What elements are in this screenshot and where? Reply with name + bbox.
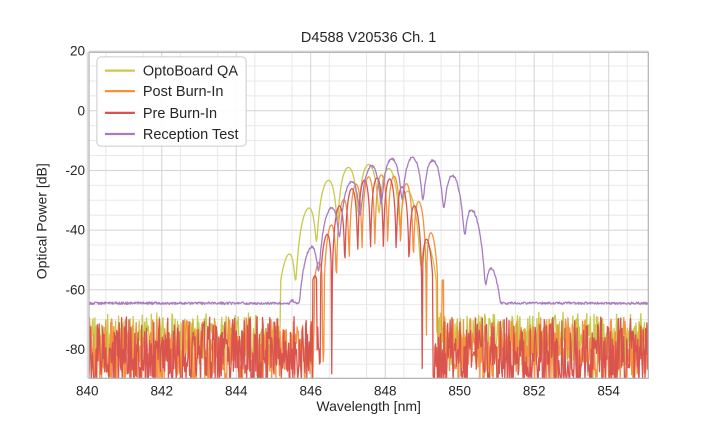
svg-text:D4588 V20536 Ch. 1: D4588 V20536 Ch. 1 xyxy=(301,30,436,46)
svg-text:840: 840 xyxy=(76,383,99,398)
svg-text:848: 848 xyxy=(374,383,397,398)
svg-text:852: 852 xyxy=(523,383,546,398)
svg-text:844: 844 xyxy=(225,383,248,398)
svg-text:-80: -80 xyxy=(65,342,85,357)
svg-text:OptoBoard QA: OptoBoard QA xyxy=(143,64,238,80)
svg-text:850: 850 xyxy=(448,383,471,398)
svg-text:Wavelength [nm]: Wavelength [nm] xyxy=(316,398,421,414)
svg-text:-40: -40 xyxy=(65,223,85,238)
svg-text:Optical Power [dB]: Optical Power [dB] xyxy=(34,163,50,279)
svg-text:-20: -20 xyxy=(65,163,85,178)
svg-text:846: 846 xyxy=(299,383,322,398)
svg-text:0: 0 xyxy=(77,103,85,118)
svg-text:854: 854 xyxy=(597,383,620,398)
svg-text:20: 20 xyxy=(70,44,85,59)
svg-text:Post Burn-In: Post Burn-In xyxy=(143,84,224,100)
svg-text:-60: -60 xyxy=(65,282,85,297)
svg-text:Pre Burn-In: Pre Burn-In xyxy=(143,106,217,122)
svg-text:Reception Test: Reception Test xyxy=(143,127,239,143)
svg-text:842: 842 xyxy=(150,383,173,398)
